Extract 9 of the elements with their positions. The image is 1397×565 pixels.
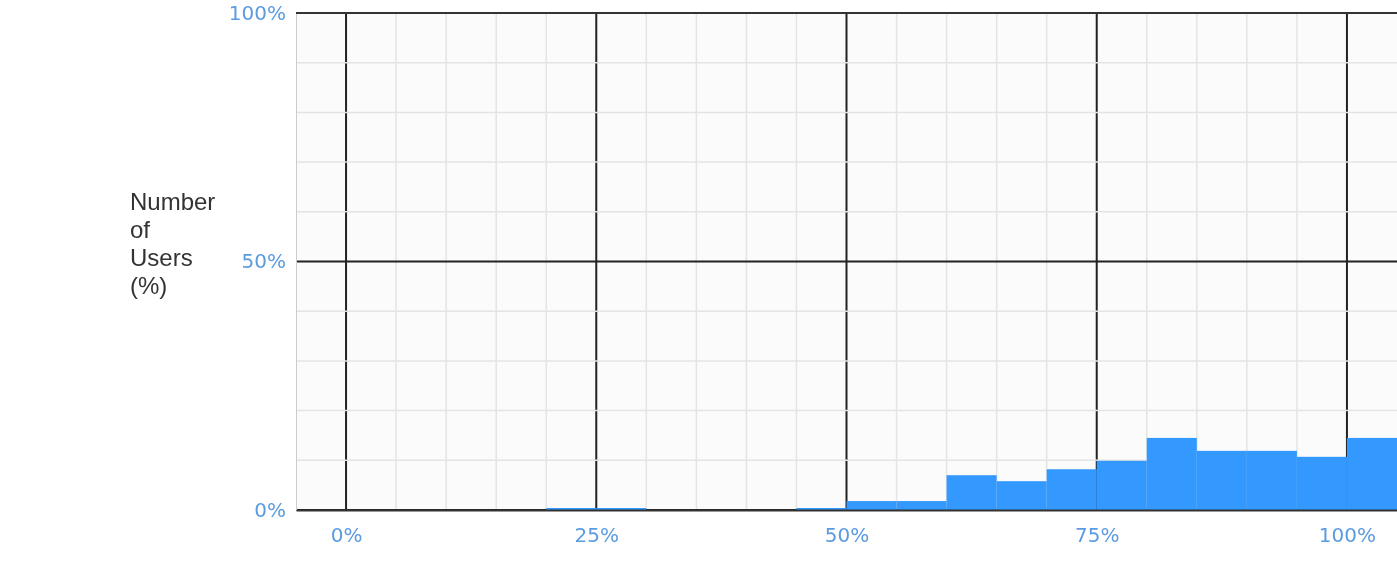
x-tick-label: 50%	[824, 523, 870, 548]
x-tick-label: 100%	[1318, 523, 1377, 548]
x-tick-label: 0%	[330, 523, 363, 548]
y-tick-label: 100%	[228, 0, 286, 25]
y-tick-label: 50%	[241, 249, 286, 274]
y-axis-title: Number of Users (%)	[130, 188, 216, 299]
x-tick-label: 75%	[1075, 523, 1120, 548]
y-tick-label: 0%	[254, 497, 286, 522]
x-tick-label: 25%	[574, 523, 619, 548]
